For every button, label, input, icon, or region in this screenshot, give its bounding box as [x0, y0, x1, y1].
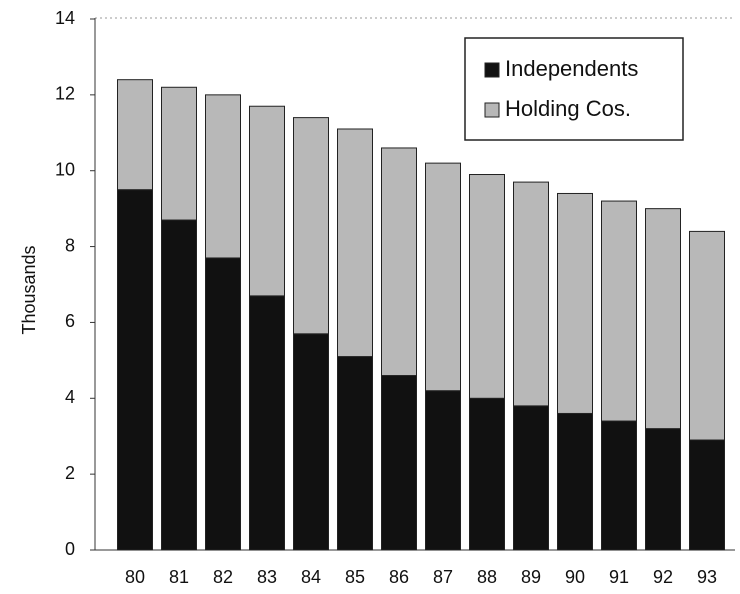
bar-segment — [513, 181, 549, 407]
x-tick-label: 84 — [301, 567, 321, 587]
y-tick-label: 0 — [65, 539, 75, 559]
y-tick-label: 6 — [65, 311, 75, 331]
x-tick-label: 85 — [345, 567, 365, 587]
x-tick-label: 91 — [609, 567, 629, 587]
bar-segment — [601, 420, 637, 551]
x-tick-label: 93 — [697, 567, 717, 587]
bar-segment — [425, 162, 461, 392]
x-tick-label: 82 — [213, 567, 233, 587]
legend-label: Independents — [505, 56, 638, 81]
y-tick-label: 2 — [65, 463, 75, 483]
x-tick-label: 92 — [653, 567, 673, 587]
x-tick-label: 89 — [521, 567, 541, 587]
bar-segment — [425, 390, 461, 551]
legend-label: Holding Cos. — [505, 96, 631, 121]
bar-segment — [381, 147, 417, 377]
legend-swatch — [484, 62, 500, 78]
bar-segment — [293, 117, 329, 335]
y-axis-title: Thousands — [19, 245, 39, 334]
bar-segment — [645, 428, 681, 551]
bar-segment — [293, 333, 329, 551]
bar-segment — [161, 219, 197, 551]
bar-segment — [689, 439, 725, 551]
y-tick-label: 14 — [55, 8, 75, 28]
y-tick-label: 8 — [65, 235, 75, 255]
bar-segment — [117, 79, 153, 191]
bar-segment — [689, 230, 725, 441]
x-tick-label: 86 — [389, 567, 409, 587]
bar-segment — [381, 375, 417, 551]
bar-segment — [161, 86, 197, 221]
bar-segment — [601, 200, 637, 422]
y-tick-label: 10 — [55, 159, 75, 179]
bar-segment — [645, 208, 681, 430]
bar-segment — [117, 189, 153, 551]
legend-swatch — [484, 102, 500, 118]
bar-segment — [205, 94, 241, 259]
x-tick-label: 87 — [433, 567, 453, 587]
bar-segment — [337, 356, 373, 551]
bar-segment — [337, 128, 373, 358]
x-tick-label: 88 — [477, 567, 497, 587]
bar-segment — [469, 174, 505, 399]
bar-segment — [249, 295, 285, 551]
bar-segment — [557, 192, 593, 414]
y-tick-label: 4 — [65, 387, 75, 407]
bar-segment — [249, 105, 285, 297]
y-tick-label: 12 — [55, 84, 75, 104]
x-tick-label: 80 — [125, 567, 145, 587]
bar-segment — [205, 257, 241, 551]
legend-box — [464, 37, 684, 141]
x-tick-label: 83 — [257, 567, 277, 587]
bar-segment — [557, 412, 593, 551]
bar-segment — [513, 405, 549, 551]
x-tick-label: 90 — [565, 567, 585, 587]
bar-segment — [469, 397, 505, 551]
x-tick-label: 81 — [169, 567, 189, 587]
